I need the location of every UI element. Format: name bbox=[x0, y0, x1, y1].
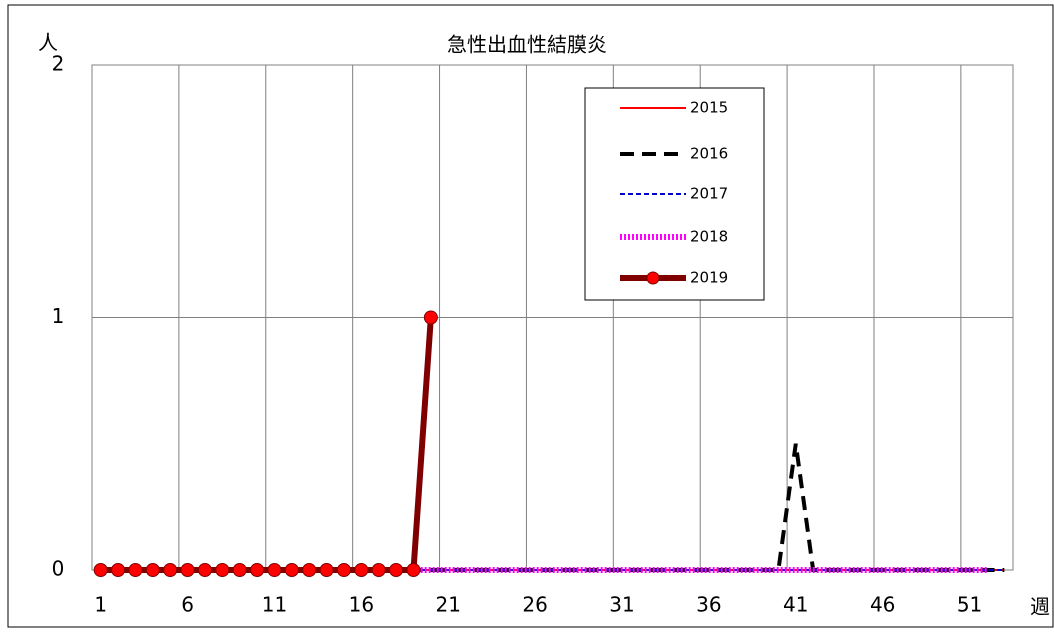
x-tick-label: 31 bbox=[609, 593, 634, 617]
marker bbox=[336, 563, 351, 577]
marker bbox=[250, 563, 265, 577]
x-tick-label: 6 bbox=[181, 593, 194, 617]
x-tick-label: 46 bbox=[870, 593, 895, 617]
marker bbox=[93, 563, 108, 577]
chart-title: 急性出血性結膜炎 bbox=[447, 33, 607, 57]
chart-frame bbox=[7, 4, 1054, 628]
legend-text: 2017 bbox=[690, 185, 728, 203]
y-unit: 人 bbox=[38, 31, 58, 55]
x-tick-label: 16 bbox=[349, 593, 374, 617]
x-tick-label: 1 bbox=[94, 593, 107, 617]
marker bbox=[111, 563, 126, 577]
marker bbox=[145, 563, 160, 577]
legend-text: 2018 bbox=[690, 228, 728, 246]
marker bbox=[128, 563, 143, 577]
marker bbox=[354, 563, 369, 577]
x-tick-label: 21 bbox=[436, 593, 461, 617]
series-line bbox=[100, 443, 1005, 572]
marker bbox=[389, 563, 404, 577]
marker bbox=[371, 563, 386, 577]
legend-box bbox=[584, 87, 765, 301]
x-tick-label: 26 bbox=[522, 593, 547, 617]
legend-text: 2016 bbox=[690, 145, 728, 163]
marker bbox=[180, 563, 195, 577]
x-tick-label: 51 bbox=[957, 593, 982, 617]
legend-text: 2015 bbox=[690, 99, 728, 117]
x-tick-label: 11 bbox=[262, 593, 287, 617]
marker bbox=[319, 563, 334, 577]
marker bbox=[267, 563, 282, 577]
marker bbox=[302, 563, 317, 577]
legend-text: 2019 bbox=[690, 269, 728, 287]
x-tick-label: 36 bbox=[696, 593, 721, 617]
marker bbox=[232, 563, 247, 577]
y-tick-label: 1 bbox=[52, 304, 65, 328]
marker bbox=[406, 563, 421, 577]
marker bbox=[163, 563, 178, 577]
marker bbox=[215, 563, 230, 577]
marker bbox=[284, 563, 299, 577]
marker bbox=[423, 310, 438, 325]
y-tick-label: 2 bbox=[52, 52, 65, 76]
y-tick-label: 0 bbox=[52, 557, 65, 581]
x-unit: 週 bbox=[1030, 595, 1050, 619]
x-tick-label: 41 bbox=[783, 593, 808, 617]
marker bbox=[197, 563, 212, 577]
legend-marker bbox=[646, 271, 660, 285]
